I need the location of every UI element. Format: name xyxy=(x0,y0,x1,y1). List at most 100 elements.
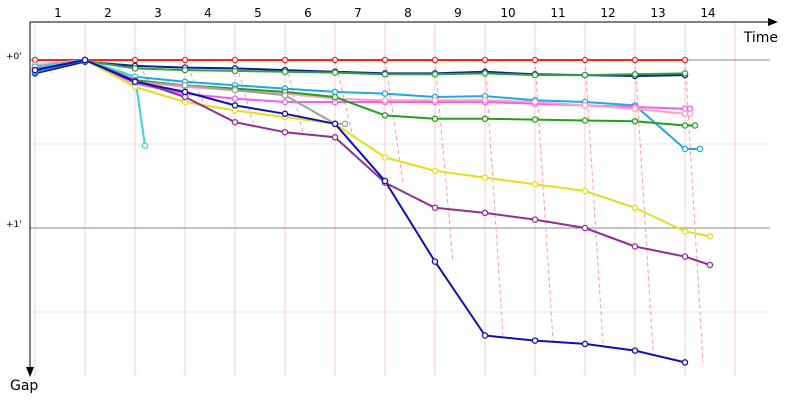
data-point xyxy=(481,115,489,123)
x-tick-label: 3 xyxy=(154,6,162,20)
data-point xyxy=(691,122,699,129)
data-point xyxy=(281,110,289,118)
data-point xyxy=(281,98,289,106)
data-point xyxy=(581,56,589,64)
data-point xyxy=(231,95,239,102)
x-tick-label: 9 xyxy=(454,6,462,20)
y-tick-label: +1' xyxy=(6,220,22,230)
data-point xyxy=(581,71,589,79)
data-point xyxy=(431,258,439,265)
data-point xyxy=(531,98,539,106)
x-tick-label: 14 xyxy=(700,6,715,20)
data-point xyxy=(631,56,639,64)
x-tick-label: 12 xyxy=(600,6,615,20)
data-point xyxy=(581,102,589,109)
axes xyxy=(26,18,778,377)
x-tick-label: 11 xyxy=(550,6,565,20)
data-point xyxy=(231,67,239,75)
data-point xyxy=(481,209,489,217)
lap-connector xyxy=(34,59,54,74)
data-point xyxy=(231,86,239,94)
data-point xyxy=(181,56,189,64)
x-axis-label: Time xyxy=(743,30,778,46)
data-point xyxy=(681,359,689,366)
data-point xyxy=(381,177,389,185)
y-tick-label: +0' xyxy=(6,52,22,62)
data-point xyxy=(581,117,589,124)
data-point xyxy=(331,120,339,128)
data-point xyxy=(686,105,694,112)
data-point xyxy=(631,118,639,125)
data-point xyxy=(181,81,189,89)
series-line xyxy=(34,59,686,364)
labels: Time Gap xyxy=(10,30,778,394)
data-point xyxy=(481,70,489,77)
lap-connector xyxy=(684,59,704,363)
series-line xyxy=(34,59,146,146)
data-point xyxy=(381,56,389,64)
lap-connector xyxy=(384,59,404,183)
data-point xyxy=(231,118,239,126)
series-points xyxy=(31,56,714,366)
data-point xyxy=(381,97,389,104)
data-point xyxy=(381,112,389,119)
data-point xyxy=(281,128,289,136)
x-tick-label: 6 xyxy=(304,6,312,20)
data-point xyxy=(706,261,714,269)
data-point xyxy=(131,56,139,64)
data-point xyxy=(181,66,189,74)
x-tick-label: 10 xyxy=(500,6,515,20)
data-point xyxy=(81,56,89,64)
data-point xyxy=(381,71,389,78)
data-point xyxy=(681,228,689,235)
data-point xyxy=(681,56,689,64)
data-point xyxy=(581,187,589,195)
data-point xyxy=(431,56,439,64)
x-tick-label: 4 xyxy=(204,6,212,20)
data-point xyxy=(531,216,539,223)
data-point xyxy=(631,71,639,78)
data-point xyxy=(331,56,339,64)
data-point xyxy=(681,122,689,129)
data-point xyxy=(331,88,339,96)
data-point xyxy=(631,105,639,112)
series-lines xyxy=(34,59,711,364)
data-point xyxy=(481,332,489,339)
series-line xyxy=(34,59,686,77)
data-point xyxy=(331,93,339,101)
data-point xyxy=(581,340,589,348)
lap-connector xyxy=(584,59,604,344)
data-point xyxy=(331,134,339,141)
y-axis-arrow xyxy=(26,367,34,377)
data-point xyxy=(481,174,489,181)
x-tick-label: 5 xyxy=(254,6,262,20)
lap-connector xyxy=(284,59,304,133)
data-point xyxy=(706,233,714,240)
lap-connector xyxy=(534,59,554,341)
data-point xyxy=(431,115,439,123)
lap-connector xyxy=(434,59,454,262)
data-point xyxy=(31,66,39,74)
lap-connector xyxy=(134,59,154,88)
data-point xyxy=(681,70,689,77)
data-point xyxy=(531,71,539,79)
data-point xyxy=(531,56,539,64)
data-point xyxy=(531,116,539,123)
data-point xyxy=(531,337,539,344)
data-point xyxy=(581,224,589,232)
data-point xyxy=(431,97,439,104)
x-tick-label: 7 xyxy=(354,6,362,20)
data-point xyxy=(681,145,689,153)
data-point xyxy=(131,83,139,91)
data-point xyxy=(631,347,639,354)
x-tick-label: 1 xyxy=(54,6,62,20)
data-point xyxy=(281,56,289,64)
data-point xyxy=(481,97,489,104)
data-point xyxy=(381,154,389,161)
data-point xyxy=(631,243,639,250)
data-point xyxy=(686,110,694,118)
data-point xyxy=(696,145,704,153)
data-point xyxy=(431,71,439,78)
data-point xyxy=(131,65,139,72)
